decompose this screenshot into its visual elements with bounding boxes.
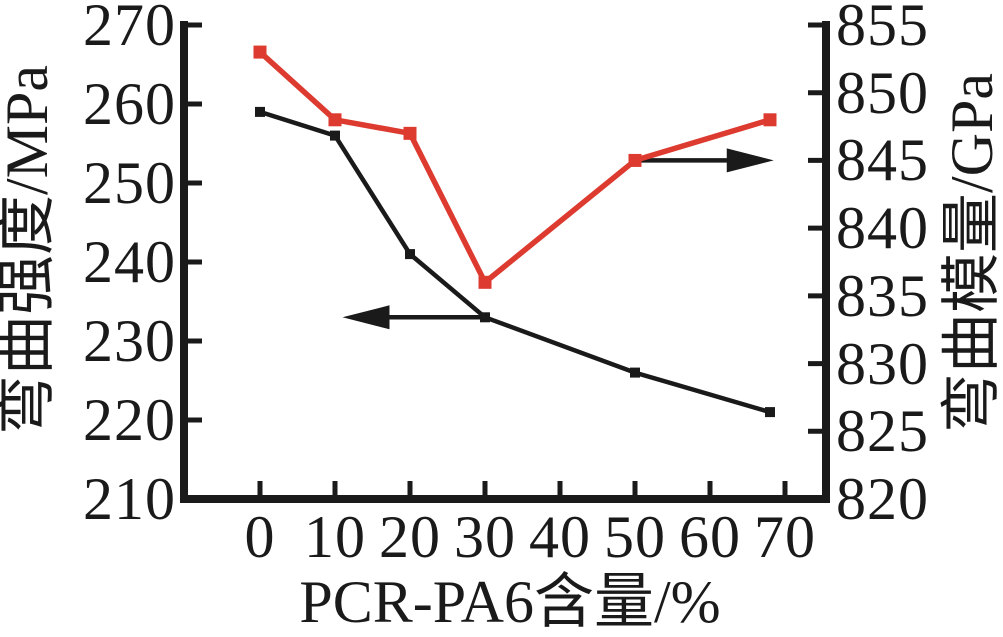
arrow-head-right-icon <box>726 148 774 173</box>
left-axis-tick-label: 240 <box>83 229 176 295</box>
left-axis-tick-label: 270 <box>83 0 176 58</box>
x-axis-tick-label: 60 <box>679 504 741 570</box>
x-axis-tick-label: 10 <box>304 504 366 570</box>
right-axis-title: 弯曲模量/GPa <box>939 73 1003 433</box>
right-axis-tick-label: 850 <box>836 60 929 126</box>
left-axis-tick-label: 230 <box>83 308 176 374</box>
left-axis-title: 弯曲强度/MPa <box>0 64 60 436</box>
right-axis-tick-label: 820 <box>836 466 929 532</box>
right-axis-tick-label: 855 <box>836 0 929 58</box>
series-marker-strength <box>480 312 490 323</box>
series-line-strength <box>259 109 771 415</box>
arrow-head-left-icon <box>342 305 390 330</box>
x-axis-tick-label: 40 <box>529 504 591 570</box>
x-axis-tick-label: 20 <box>379 504 441 570</box>
series-marker-modulus <box>403 126 417 140</box>
series-marker-modulus <box>328 113 342 127</box>
left-axis-tick-label: 220 <box>83 387 176 453</box>
x-axis-title: PCR-PA6含量/% <box>299 569 721 635</box>
right-axis-tick-label: 835 <box>836 263 929 329</box>
series-line-modulus <box>258 50 771 287</box>
left-axis-tick-label: 210 <box>83 466 176 532</box>
series-marker-strength <box>405 249 415 260</box>
right-axis-tick-label: 830 <box>836 331 929 397</box>
series-marker-strength <box>630 367 640 378</box>
series-marker-modulus <box>478 275 492 289</box>
right-axis-tick-label: 825 <box>836 398 929 464</box>
series-marker-strength <box>765 407 775 418</box>
series-marker-modulus <box>628 153 642 167</box>
x-axis-tick-label: 0 <box>244 504 276 570</box>
series-marker-strength <box>255 106 265 117</box>
series-marker-modulus <box>763 113 777 127</box>
series-marker-strength <box>330 130 340 141</box>
series-marker-modulus <box>253 45 267 59</box>
left-axis-tick-label: 260 <box>83 71 176 137</box>
x-axis-tick-label: 70 <box>754 504 816 570</box>
axis-frame <box>180 21 830 503</box>
right-axis-tick-label: 845 <box>836 127 929 193</box>
left-axis-tick-label: 250 <box>83 150 176 216</box>
right-axis-tick-label: 840 <box>836 195 929 261</box>
x-axis-tick-label: 50 <box>604 504 666 570</box>
x-axis-tick-label: 30 <box>454 504 516 570</box>
